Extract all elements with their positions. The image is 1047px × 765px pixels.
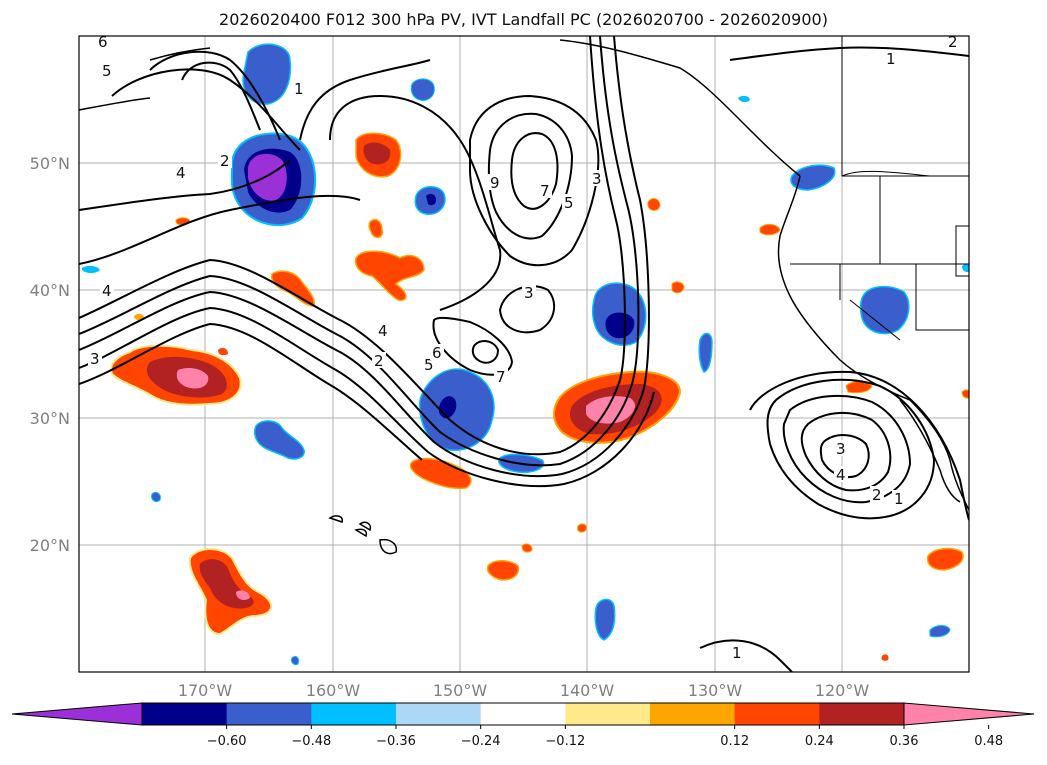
contour-label: 9	[490, 174, 500, 192]
contour-label: 2	[948, 33, 958, 51]
colorbar-extend-high	[903, 702, 1035, 726]
contour-label: 4	[102, 282, 112, 300]
colorbar-tick-label: −0.24	[461, 734, 501, 749]
coastlines	[79, 39, 969, 555]
colorbar-tick-label: 0.48	[974, 734, 1003, 749]
contour-label: 1	[886, 50, 896, 68]
contour-label: 3	[524, 284, 534, 302]
colorbar-segment	[311, 703, 397, 725]
ivt-contours	[79, 36, 969, 672]
colorbar-tick-label: −0.12	[545, 734, 585, 749]
contour-label: 4	[176, 164, 186, 182]
borders	[790, 36, 969, 341]
latitude-labels: 50°N 40°N 30°N 20°N	[30, 154, 70, 555]
colorbar-segment	[819, 703, 905, 725]
colorbar: −0.60 −0.48 −0.36 −0.24 −0.12 0.12 0.24 0.36 0.4…	[11, 702, 1035, 749]
lat-label: 50°N	[30, 154, 70, 173]
contour-label: 1	[294, 80, 304, 98]
colorbar-segment	[734, 703, 820, 725]
contour-labels: 6 5 4 2 1 4 3 9 7 5 3 3 4 2 5 6 7 3 4	[88, 33, 960, 662]
contour-label: 1	[894, 490, 904, 508]
colorbar-segment	[565, 703, 651, 725]
colorbar-segment	[480, 703, 566, 725]
map-border	[78, 35, 970, 673]
lat-label: 40°N	[30, 281, 70, 300]
colorbar-segment	[396, 703, 482, 725]
lat-label: 30°N	[30, 409, 70, 428]
contour-label: 5	[102, 62, 112, 80]
contour-label: 2	[374, 352, 384, 370]
contour-label: 2	[872, 486, 882, 504]
contour-label: 4	[378, 322, 388, 340]
contour-label: 7	[496, 368, 506, 386]
pv-negative-areas	[82, 43, 969, 665]
contour-label: 5	[564, 194, 574, 212]
contour-label: 3	[592, 170, 602, 188]
lon-label: 160°W	[306, 681, 361, 700]
contour-label: 2	[220, 152, 230, 170]
lon-label: 130°W	[688, 681, 743, 700]
colorbar-tick-label: 0.12	[720, 734, 749, 749]
colorbar-segment	[650, 703, 736, 725]
colorbar-segment	[142, 703, 228, 725]
lon-label: 170°W	[178, 681, 233, 700]
colorbar-tick-label: 0.36	[890, 734, 919, 749]
contour-label: 3	[836, 440, 846, 458]
colorbar-extend-low	[11, 702, 143, 726]
colorbar-tick-label: −0.60	[207, 734, 247, 749]
contour-label: 5	[424, 356, 434, 374]
lon-label: 140°W	[560, 681, 615, 700]
contour-label: 6	[432, 344, 442, 362]
contour-label: 7	[540, 182, 550, 200]
colorbar-segment	[226, 703, 312, 725]
colorbar-tick-label: −0.48	[291, 734, 331, 749]
colorbar-tick-label: 0.24	[805, 734, 834, 749]
map-title: 2026020400 F012 300 hPa PV, IVT Landfall…	[219, 10, 828, 29]
colorbar-border	[141, 702, 905, 726]
lat-label: 20°N	[30, 536, 70, 555]
contour-label: 1	[732, 644, 742, 662]
longitude-labels: 170°W 160°W 150°W 140°W 130°W 120°W	[178, 681, 870, 700]
contour-label: 4	[836, 466, 846, 484]
pv-positive-areas	[110, 132, 969, 661]
lon-label: 120°W	[815, 681, 870, 700]
colorbar-tick-label: −0.36	[376, 734, 416, 749]
contour-label: 3	[90, 350, 100, 368]
lon-label: 150°W	[433, 681, 488, 700]
contour-label: 6	[98, 33, 108, 51]
